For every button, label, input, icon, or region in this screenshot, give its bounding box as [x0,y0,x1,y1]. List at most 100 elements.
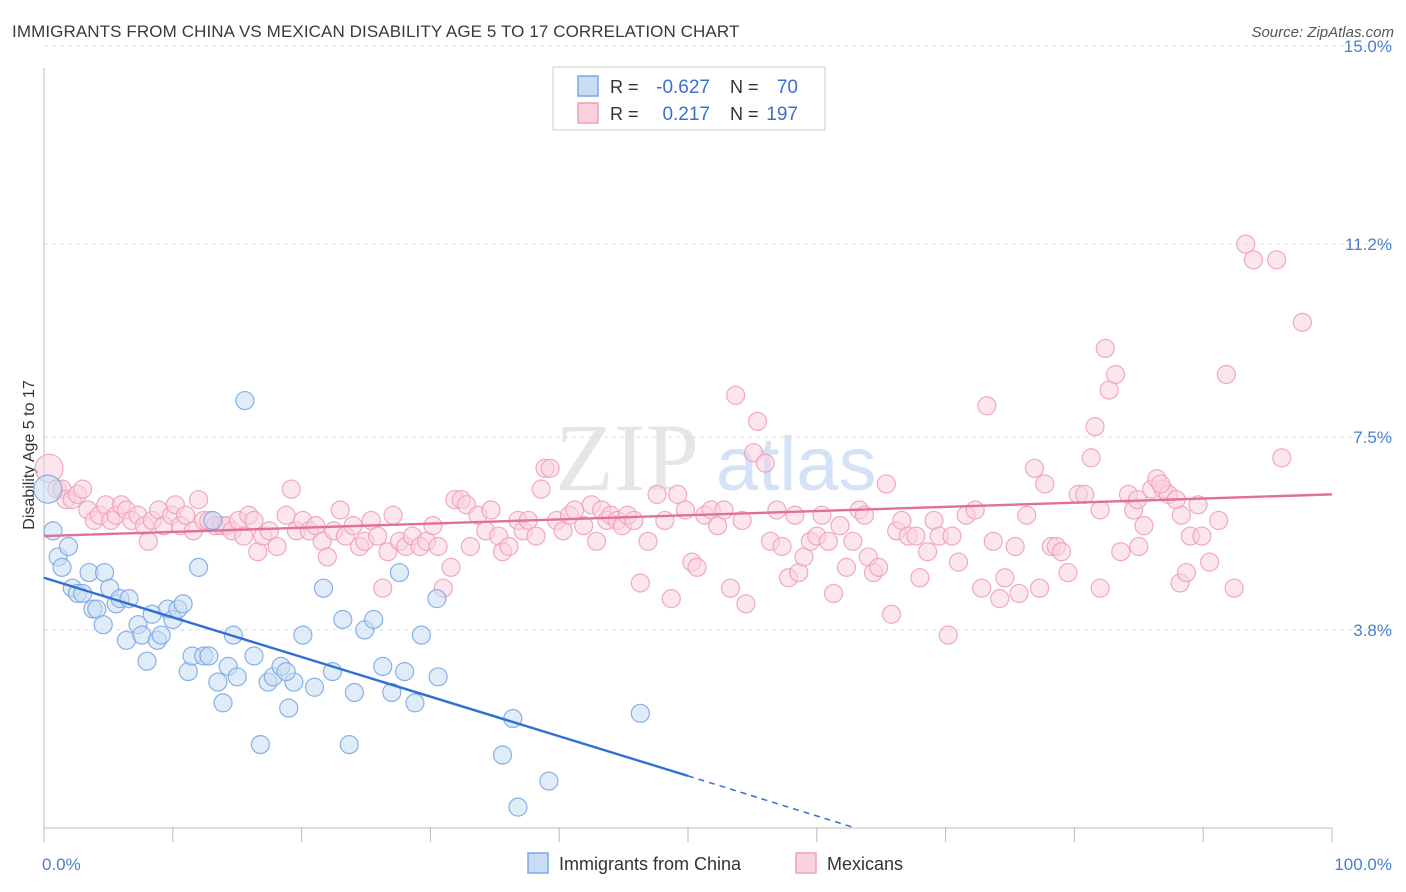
data-point [227,667,247,687]
data-point [539,771,559,791]
correlation-legend: R = -0.627 N = 70 R = 0.217 N = 197 [552,66,826,131]
chart-title: IMMIGRANTS FROM CHINA VS MEXICAN DISABIL… [12,22,740,41]
data-point [499,536,519,557]
data-point [1134,516,1154,536]
y-tick-label: 7.5% [1353,428,1392,447]
data-point [1090,578,1110,598]
data-point [460,536,480,557]
data-point [427,589,447,609]
watermark-atlas: atlas [716,422,877,507]
data-point [1151,474,1171,494]
data-point [910,568,930,588]
data-point [1224,578,1244,598]
data-point [1075,484,1095,504]
data-point [876,474,896,494]
data-point [203,510,223,531]
data-point [178,662,198,682]
trend-line-mexicans [43,493,1333,538]
data-point [772,536,792,557]
data-point [540,458,560,478]
y-tick-label: 15.0% [1344,37,1392,56]
data-point [58,536,79,557]
legend-r-value-mexicans: 0.217 [662,104,710,125]
data-point [531,479,551,499]
data-point [1176,562,1197,583]
data-point [881,604,902,624]
data-point [785,505,805,525]
series-legend: Immigrants from China Mexicans [527,852,903,874]
bottom-legend-swatch-mexicans [795,852,817,874]
data-point [441,557,461,577]
y-tick-label: 11.2% [1345,235,1392,254]
data-point [990,589,1010,609]
data-point [714,500,734,520]
data-point [383,505,403,525]
data-point [339,734,359,755]
data-point [333,609,353,630]
data-point [630,573,650,593]
gridlines [44,45,1392,631]
legend-swatch-china [577,75,599,97]
data-point [720,578,741,598]
data-point [843,531,863,551]
data-point [1243,250,1264,270]
legend-n-label-mexicans: N = [730,104,759,124]
data-point [1171,505,1191,525]
data-point [281,479,301,499]
data-point [151,625,171,645]
data-point [176,505,196,525]
data-point [389,562,410,583]
data-point [917,542,938,562]
series-china [33,390,650,817]
data-point [173,594,193,614]
data-point [836,557,857,577]
data-point [869,557,889,577]
data-point [428,536,448,557]
data-point [995,568,1015,588]
data-point [244,510,264,531]
legend-swatch-mexicans [577,102,599,124]
data-point [373,578,393,598]
data-point [213,693,233,713]
data-point [1200,552,1220,572]
data-point [1005,536,1025,557]
data-point [93,615,113,635]
data-point [1058,562,1078,583]
data-point [668,484,688,504]
data-point [647,484,667,504]
data-point [405,693,425,713]
data-point [624,510,644,531]
data-point [726,385,746,405]
data-point [972,578,992,598]
legend-n-label-china: N = [730,77,759,97]
data-point [259,521,279,541]
data-point [823,583,844,604]
data-point [1209,510,1229,531]
trend-line-china-extension [687,775,856,829]
data-point [1216,364,1236,385]
data-point [428,667,448,687]
data-point [1081,448,1101,468]
data-point [818,531,838,551]
data-point [1236,234,1256,254]
legend-r-label-mexicans: R = [610,104,639,124]
data-point [1090,500,1110,520]
data-point [317,547,337,567]
data-point [1051,542,1072,562]
x-tick-label-max: 100.0% [1334,855,1392,874]
data-point [812,505,832,525]
data-point [574,516,594,536]
data-point [235,390,255,411]
y-tick-labels: 3.8% 7.5% 11.2% 15.0% [1344,37,1392,640]
bottom-legend-label-china: Immigrants from China [559,854,742,874]
data-point [188,489,209,510]
data-point [586,531,607,551]
data-point [364,609,384,630]
data-point [661,589,681,609]
data-point [137,651,157,671]
legend-r-value-china: -0.627 [656,77,710,98]
data-point [344,682,365,703]
trend-lines [43,493,1333,829]
data-point [208,672,228,692]
data-point [1272,448,1292,468]
